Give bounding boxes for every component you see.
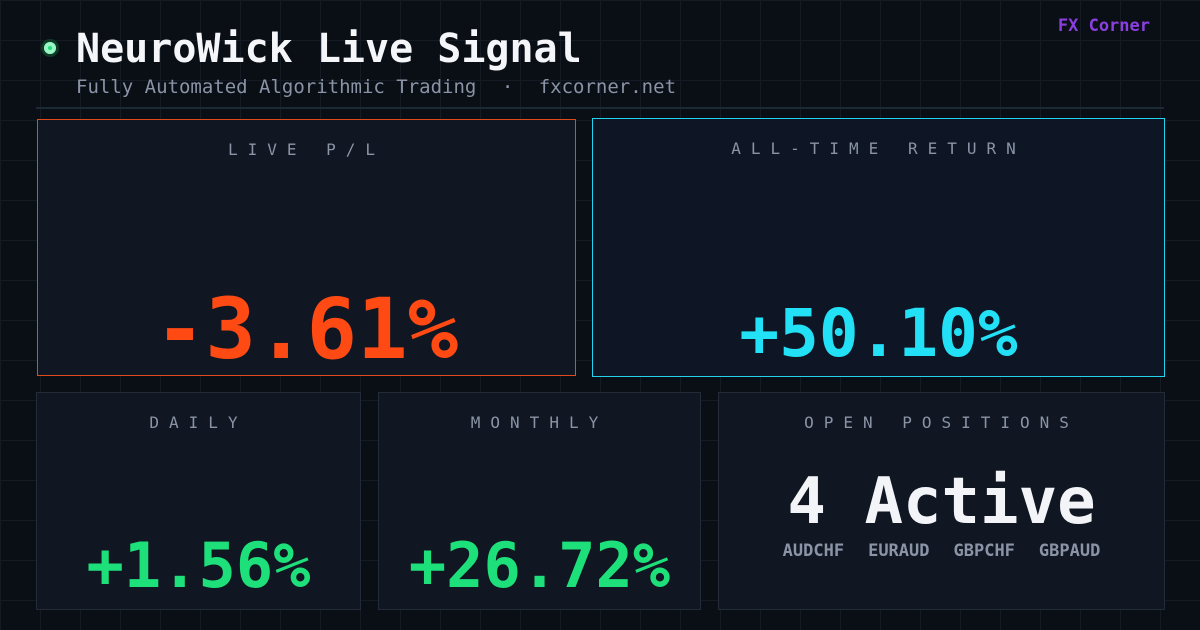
panel-label: MONTHLY: [470, 413, 609, 432]
panel-value: +1.56%: [86, 529, 311, 602]
separator: ·: [501, 76, 514, 98]
panel-value: +50.10%: [739, 295, 1018, 372]
panel-value: 4 Active: [787, 465, 1096, 539]
daily-panel: DAILY +1.56%: [36, 392, 361, 610]
title: NeuroWick Live Signal: [76, 26, 582, 72]
brand: FX Corner: [1057, 16, 1150, 36]
panel-value: -3.61%: [154, 280, 459, 378]
subtitle: Fully Automated Algorithmic Trading: [76, 76, 477, 98]
panel-value: +26.72%: [408, 529, 671, 602]
divider: [36, 107, 1164, 109]
panel-label: OPEN POSITIONS: [804, 413, 1079, 432]
monthly-panel: MONTHLY +26.72%: [378, 392, 701, 610]
pair: GBPCHF: [953, 541, 1015, 561]
pair: GBPAUD: [1038, 541, 1101, 561]
pair-list: AUDCHF EURAUD GBPCHF GBPAUD: [719, 541, 1164, 561]
live-pl-panel: LIVE P/L -3.61%: [37, 119, 576, 378]
subtitle-row: Fully Automated Algorithmic Trading · fx…: [76, 76, 690, 98]
status-dot: [44, 42, 56, 54]
site: fxcorner.net: [538, 76, 677, 98]
open-positions-panel: OPEN POSITIONS 4 Active AUDCHF EURAUD GBPC…: [718, 392, 1165, 610]
panel-label: LIVE P/L: [227, 140, 386, 159]
pair: AUDCHF: [782, 541, 845, 561]
panel-label: ALL-TIME RETURN: [731, 139, 1026, 158]
all-time-panel: ALL-TIME RETURN +50.10%: [592, 118, 1165, 377]
panel-label: DAILY: [149, 413, 248, 432]
pair: EURAUD: [868, 541, 930, 561]
